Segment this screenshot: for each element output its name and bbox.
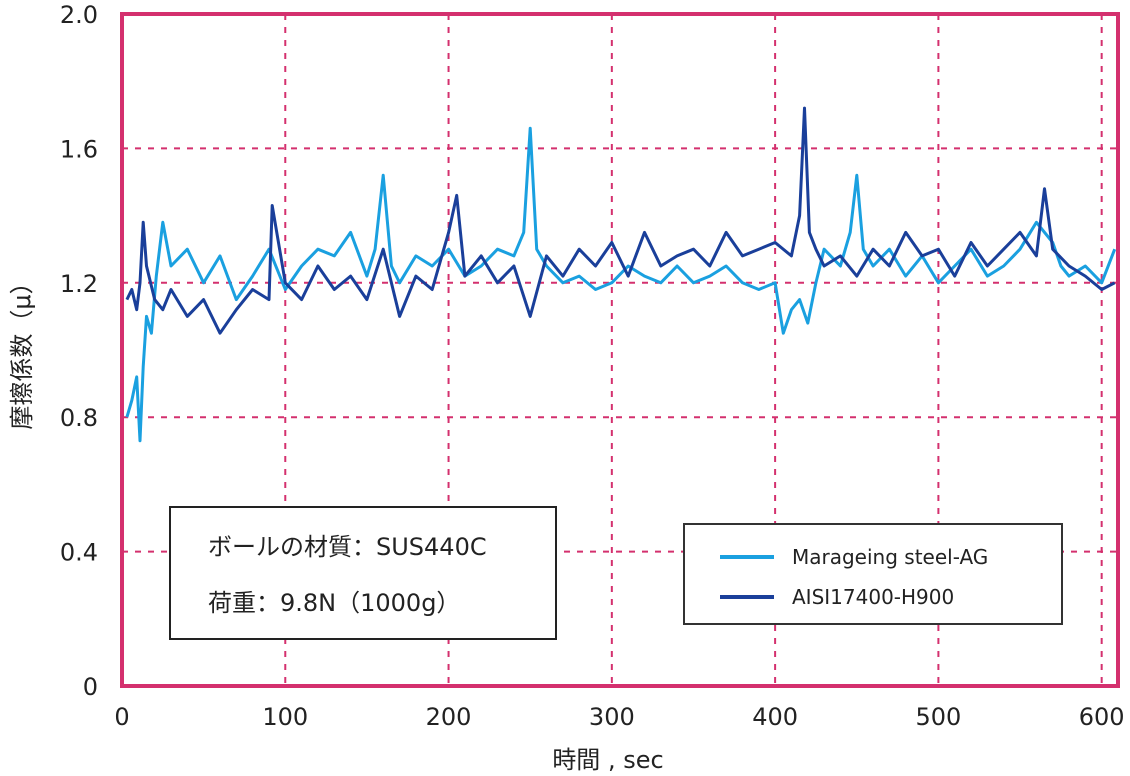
y-tick-label: 0.8	[60, 404, 98, 432]
annotation-load: 荷重：9.8N（1000g）	[208, 589, 460, 617]
series-lines	[125, 106, 1117, 443]
x-axis-label: 時間 , sec	[552, 746, 663, 774]
legend-frame	[683, 523, 1063, 625]
y-tick-label: 2.0	[60, 1, 98, 29]
legend-label-aisi: AISI17400-H900	[792, 585, 954, 609]
annotation-box: ボールの材質：SUS440C 荷重：9.8N（1000g）	[169, 506, 557, 640]
legend: Marageing steel-AG AISI17400-H900	[683, 523, 1063, 625]
y-tick-label: 0.4	[60, 539, 98, 567]
annotation-frame	[169, 506, 557, 640]
x-tick-label: 500	[915, 703, 961, 731]
x-tick-label: 300	[589, 703, 635, 731]
x-tick-label: 0	[114, 703, 129, 731]
x-tick-label: 200	[426, 703, 472, 731]
y-axis-label: 摩擦係数（μ）	[8, 270, 36, 429]
y-tick-label: 1.6	[60, 135, 98, 163]
y-tick-label: 1.2	[60, 270, 98, 298]
x-tick-label: 400	[752, 703, 798, 731]
plot-frame	[120, 12, 1120, 688]
y-axis-ticks: 0 0.4 0.8 1.2 1.6 2.0	[60, 1, 98, 701]
y-tick-label: 0	[83, 673, 98, 701]
series-line-marageing	[125, 126, 1117, 443]
x-tick-label: 600	[1079, 703, 1125, 731]
legend-label-marageing: Marageing steel-AG	[792, 545, 988, 569]
x-axis-ticks: 0 100 200 300 400 500 600	[114, 703, 1124, 731]
series-line-aisi	[125, 106, 1116, 335]
annotation-ball-material: ボールの材質：SUS440C	[208, 533, 487, 561]
x-tick-label: 100	[262, 703, 308, 731]
